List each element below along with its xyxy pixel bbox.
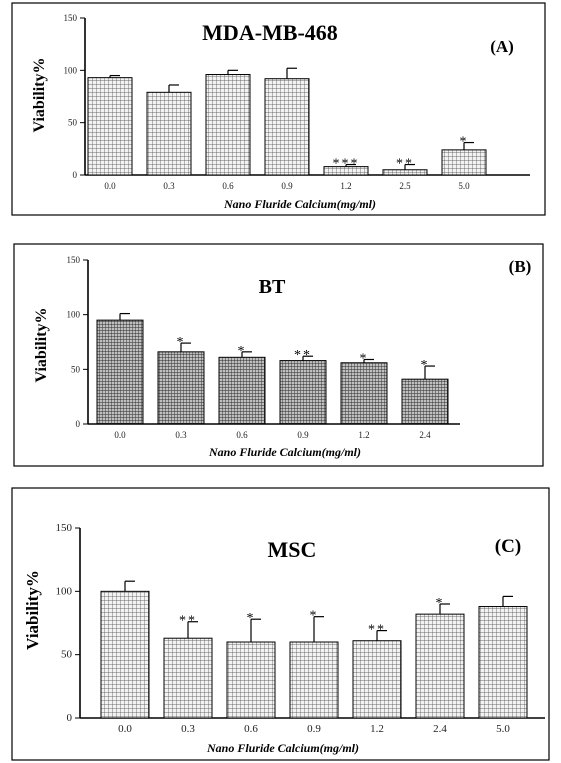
panel-b-x-tick-label: 0.6 [236, 430, 248, 440]
panel-c-significance: * [247, 611, 256, 626]
panel-a-bar [146, 91, 192, 176]
panel-c-bar [163, 637, 213, 719]
panel-a-bar [205, 74, 251, 176]
panel-c-significance: * [436, 596, 445, 611]
panel-a-y-tick-label: 150 [64, 13, 78, 23]
panel-b-x-tick-label: 2.4 [419, 430, 431, 440]
panel-c-x-tick-label: 0.3 [181, 723, 195, 735]
panel-b-x-tick-label: 1.2 [358, 430, 369, 440]
panel-b-y-tick-label: 50 [71, 364, 81, 374]
panel-b-significance: * [177, 335, 186, 350]
panel-c-label: (C) [495, 536, 521, 557]
panel-c-x-tick-label: 2.4 [433, 723, 447, 735]
panel-a-x-tick-label: 2.5 [399, 181, 411, 191]
panel-c-y-tick-label: 50 [61, 649, 73, 661]
panel-a-frame [11, 2, 546, 216]
panel-c-significance: ** [179, 614, 197, 629]
panel-b-significance: ** [294, 348, 312, 363]
panel-a-x-tick-label: 5.0 [458, 181, 470, 191]
panel-c-bar [100, 590, 150, 719]
panel-b-bar [218, 356, 266, 425]
panel-b-ylabel: Viability% [33, 308, 50, 383]
panel-b-x-tick-label: 0.9 [297, 430, 309, 440]
panel-b-bar [96, 319, 144, 425]
panel-b-bar [340, 362, 388, 425]
panel-c-xlabel: Nano Fluride Calcium(mg/ml) [206, 741, 359, 755]
panel-b-significance: * [360, 351, 369, 366]
panel-b-y-tick-label: 0 [76, 419, 81, 429]
panel-b-y-tick-label: 150 [67, 255, 81, 265]
panel-a-x-tick-label: 0.9 [281, 181, 293, 191]
panel-b-title: BT [259, 276, 286, 298]
panel-a-x-tick-label: 0.3 [163, 181, 175, 191]
panel-b-label: (B) [509, 257, 532, 276]
panel-b-y-tick-label: 100 [67, 310, 81, 320]
panel-a-significance: ** [396, 157, 414, 172]
panel-a-bar [264, 78, 310, 176]
panel-c-x-tick-label: 1.2 [370, 723, 384, 735]
panel-c-x-tick-label: 0.9 [307, 723, 321, 735]
panel-c-significance: ** [368, 623, 386, 638]
panel-c-y-tick-label: 100 [56, 585, 73, 597]
panel-c-ylabel: Viability% [23, 570, 42, 650]
panel-a-x-tick-label: 0.6 [222, 181, 234, 191]
panel-b-frame [13, 243, 544, 467]
panel-c-x-tick-label: 0.6 [244, 723, 258, 735]
panel-c-frame [11, 487, 550, 761]
panel-a-y-tick-label: 100 [64, 65, 78, 75]
panel-b-x-tick-label: 0.3 [175, 430, 187, 440]
panel-a-x-tick-label: 1.2 [340, 181, 351, 191]
panel-b-x-tick-label: 0.0 [114, 430, 126, 440]
panel-c-y-tick-label: 0 [67, 712, 73, 724]
panel-a-significance: *** [333, 157, 360, 172]
panel-c-bar [415, 613, 465, 719]
panel-a-xlabel: Nano Fluride Calcium(mg/ml) [223, 197, 376, 211]
panel-b-significance: * [421, 358, 430, 373]
panel-c-x-tick-label: 5.0 [496, 723, 510, 735]
panel-c-y-tick-label: 150 [56, 522, 73, 534]
panel-a-y-tick-label: 50 [68, 118, 78, 128]
panel-c-bar [352, 640, 402, 719]
panel-b-bar [157, 351, 205, 425]
panel-b-bar [401, 378, 449, 425]
panel-c-x-tick-label: 0.0 [118, 723, 132, 735]
panel-b-xlabel: Nano Fluride Calcium(mg/ml) [208, 445, 361, 459]
panel-a-y-tick-label: 0 [73, 170, 78, 180]
panel-c-bar [226, 641, 276, 719]
panel-b-bar [279, 360, 327, 425]
panel-a-title: MDA-MB-468 [202, 20, 338, 45]
panel-a-bar [87, 77, 133, 176]
panel-a-label: (A) [490, 37, 514, 56]
panel-a-bar [441, 149, 487, 176]
panel-b-significance: * [238, 344, 247, 359]
panel-c-bar [289, 641, 339, 719]
panel-a-ylabel: Viability% [31, 58, 48, 133]
panel-c-title: MSC [268, 537, 317, 562]
panel-a-x-tick-label: 0.0 [104, 181, 116, 191]
panel-c-significance: * [310, 609, 319, 624]
panel-a-significance: * [460, 135, 469, 150]
panel-c-bar [478, 606, 528, 719]
